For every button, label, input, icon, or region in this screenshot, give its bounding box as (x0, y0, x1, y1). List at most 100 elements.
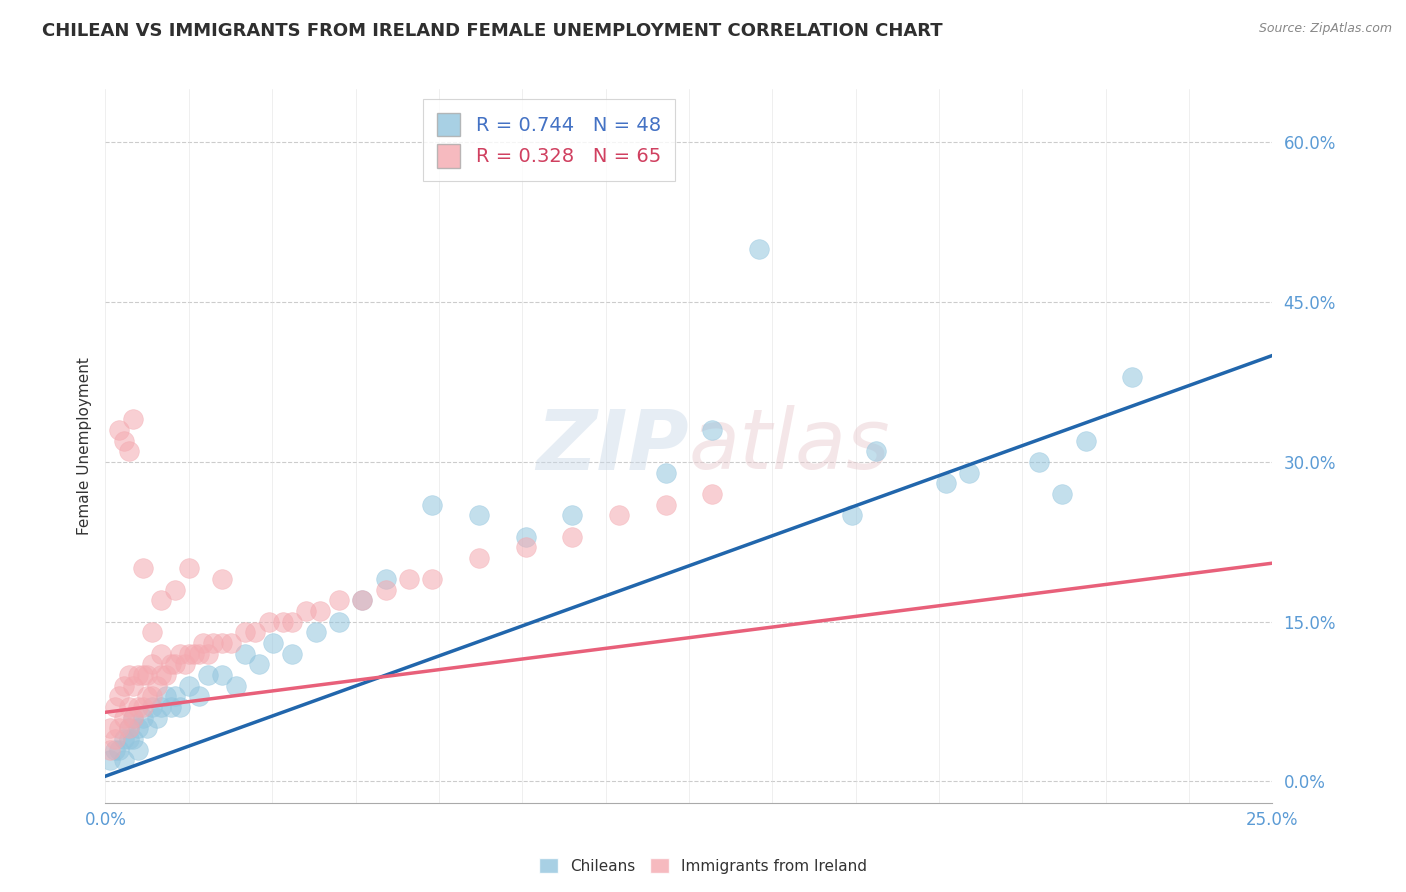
Point (1121, 369, 1143, 384)
Point (141, 625, 163, 640)
Point (159, 700, 181, 714)
Point (1052, 487, 1074, 501)
Point (108, 721, 131, 735)
Point (104, 742, 127, 756)
Point (127, 700, 149, 714)
Point (702, 423, 724, 437)
Point (132, 700, 155, 714)
Point (127, 742, 149, 756)
Point (132, 561, 155, 575)
Point (281, 647, 304, 661)
Point (1074, 434, 1097, 448)
Point (328, 593, 350, 607)
Point (132, 668, 155, 682)
Point (309, 604, 332, 618)
Point (118, 700, 141, 714)
Point (118, 731, 141, 746)
Point (122, 412, 145, 426)
Point (108, 423, 131, 437)
Text: ZIP: ZIP (536, 406, 689, 486)
Point (112, 731, 135, 746)
Point (118, 721, 141, 735)
Legend: R = 0.744   N = 48, R = 0.328   N = 65: R = 0.744 N = 48, R = 0.328 N = 65 (423, 99, 675, 181)
Point (112, 710, 135, 724)
Point (150, 593, 173, 607)
Y-axis label: Female Unemployment: Female Unemployment (76, 357, 91, 535)
Point (187, 690, 209, 704)
Point (104, 731, 127, 746)
Point (197, 647, 219, 661)
Point (374, 582, 396, 597)
Point (179, 679, 201, 693)
Text: CHILEAN VS IMMIGRANTS FROM IRELAND FEMALE UNEMPLOYMENT CORRELATION CHART: CHILEAN VS IMMIGRANTS FROM IRELAND FEMAL… (42, 22, 943, 40)
Point (136, 668, 159, 682)
Point (561, 508, 583, 523)
Point (935, 476, 957, 491)
Point (281, 615, 304, 629)
Point (150, 668, 173, 682)
Point (221, 636, 243, 650)
Text: Source: ZipAtlas.com: Source: ZipAtlas.com (1258, 22, 1392, 36)
Point (159, 657, 181, 672)
Point (155, 690, 177, 704)
Point (654, 498, 676, 512)
Point (263, 636, 285, 650)
Point (187, 647, 209, 661)
Point (211, 636, 233, 650)
Point (136, 690, 159, 704)
Point (98, 753, 121, 767)
Point (108, 690, 131, 704)
Point (304, 625, 326, 640)
Point (515, 529, 537, 543)
Point (468, 550, 491, 565)
Point (257, 615, 280, 629)
Point (122, 710, 145, 724)
Point (211, 572, 233, 586)
Point (118, 444, 141, 458)
Point (468, 508, 491, 523)
Point (352, 593, 374, 607)
Point (420, 572, 443, 586)
Point (702, 487, 724, 501)
Point (561, 529, 583, 543)
Point (146, 710, 169, 724)
Point (841, 508, 863, 523)
Point (271, 615, 294, 629)
Point (141, 690, 163, 704)
Point (141, 657, 163, 672)
Point (165, 582, 187, 597)
Point (118, 721, 141, 735)
Point (235, 625, 257, 640)
Legend: Chileans, Immigrants from Ireland: Chileans, Immigrants from Ireland (533, 852, 873, 880)
Point (398, 572, 420, 586)
Point (122, 731, 145, 746)
Point (141, 700, 163, 714)
Point (118, 668, 141, 682)
Point (112, 434, 135, 448)
Point (155, 668, 177, 682)
Point (420, 498, 443, 512)
Point (150, 647, 173, 661)
Point (201, 636, 224, 650)
Point (197, 668, 219, 682)
Point (352, 593, 374, 607)
Point (112, 753, 135, 767)
Point (146, 679, 169, 693)
Point (607, 508, 630, 523)
Point (193, 636, 215, 650)
Point (249, 657, 271, 672)
Point (122, 679, 145, 693)
Point (654, 466, 676, 480)
Point (98, 721, 121, 735)
Point (515, 540, 537, 554)
Point (957, 466, 980, 480)
Point (165, 657, 187, 672)
Point (112, 679, 135, 693)
Point (108, 742, 131, 756)
Point (122, 710, 145, 724)
Point (183, 647, 205, 661)
Point (169, 700, 191, 714)
Point (295, 604, 318, 618)
Point (374, 572, 396, 586)
Point (179, 647, 201, 661)
